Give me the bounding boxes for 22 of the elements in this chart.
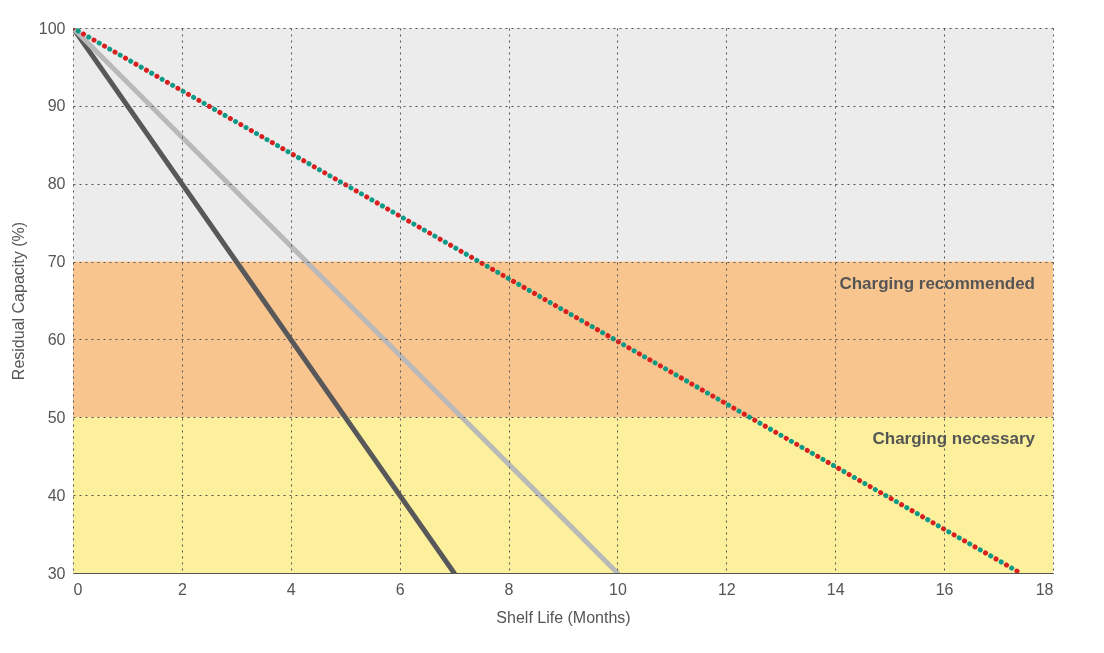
y-tick-label: 90 bbox=[47, 97, 66, 115]
y-tick-label: 60 bbox=[47, 330, 66, 348]
x-tick-label: 18 bbox=[1035, 580, 1054, 598]
x-tick-label: 0 bbox=[73, 580, 83, 598]
y-tick-label: 100 bbox=[38, 19, 66, 37]
band-label: Charging necessary bbox=[872, 429, 1036, 449]
y-tick-label: 70 bbox=[47, 253, 66, 271]
band-label: Charging recommended bbox=[839, 273, 1035, 293]
x-tick-label: 10 bbox=[609, 580, 627, 598]
x-tick-label: 14 bbox=[826, 580, 845, 598]
y-tick-label: 40 bbox=[47, 486, 66, 504]
x-tick-label: 6 bbox=[395, 580, 405, 598]
y-axis-title: Residual Capacity (%) bbox=[9, 221, 27, 381]
x-tick-label: 12 bbox=[717, 580, 736, 598]
y-tick-label: 80 bbox=[47, 175, 66, 193]
x-tick-label: 2 bbox=[177, 580, 187, 598]
x-tick-label: 4 bbox=[286, 580, 296, 598]
x-tick-label: 16 bbox=[935, 580, 954, 598]
x-axis-title: Shelf Life (Months) bbox=[496, 608, 631, 626]
y-tick-label: 30 bbox=[47, 564, 66, 582]
x-tick-label: 8 bbox=[504, 580, 514, 598]
y-tick-label: 50 bbox=[47, 408, 66, 426]
